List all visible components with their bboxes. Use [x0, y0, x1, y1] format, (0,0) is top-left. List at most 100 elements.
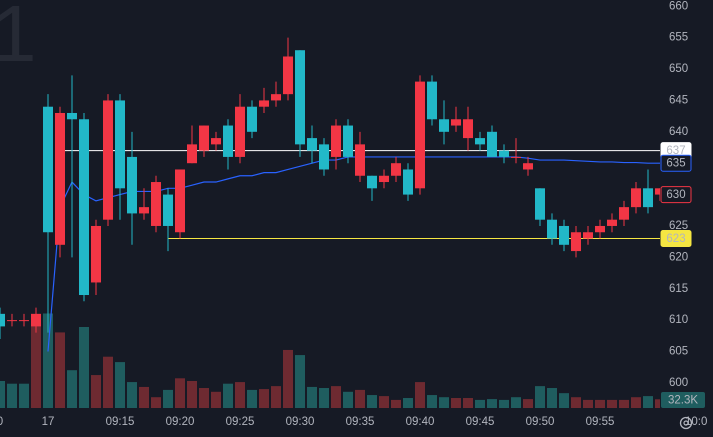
volume-bar — [247, 389, 257, 408]
volume-bar — [175, 378, 185, 408]
candle-body — [595, 225, 605, 233]
price-marker-label: 630 — [666, 189, 685, 201]
candle-body — [355, 144, 365, 176]
volume-bar — [523, 399, 533, 408]
candle-body — [223, 125, 233, 157]
candle-body — [7, 320, 17, 322]
candle-body — [367, 175, 377, 189]
x-tick-label: 17 — [42, 416, 55, 428]
candle-body — [439, 119, 449, 132]
candle-body — [31, 313, 41, 327]
candle-body — [403, 169, 413, 195]
candle-body — [187, 144, 197, 164]
candle-body — [487, 131, 497, 157]
volume-bar — [223, 383, 233, 408]
volume-bar — [427, 395, 437, 408]
plot-area — [0, 37, 665, 408]
settings-dot — [683, 420, 689, 426]
candle-body — [271, 94, 281, 101]
x-tick-label: 09:35 — [346, 416, 375, 428]
candle-body — [103, 100, 113, 220]
time-axis-panel — [0, 408, 713, 437]
volume-bar — [139, 386, 149, 408]
x-tick-label: 09:20 — [166, 416, 195, 428]
price-marker-box — [660, 154, 692, 172]
candle-body — [235, 106, 245, 157]
volume-bar — [211, 391, 221, 408]
candle-body — [379, 175, 389, 183]
volume-bar — [31, 314, 41, 408]
candle-body — [451, 119, 461, 126]
x-tick-label: 09:55 — [586, 416, 615, 428]
candle-body — [43, 106, 53, 233]
candle-body — [115, 100, 125, 189]
candle-body — [307, 138, 317, 151]
y-tick-label: 615 — [669, 283, 688, 295]
y-tick-label: 610 — [669, 314, 688, 326]
volume-bar — [595, 399, 605, 408]
volume-bar — [187, 381, 197, 408]
x-tick-label: 0 — [0, 416, 3, 428]
x-tick-label: 09:30 — [286, 416, 315, 428]
candle-body — [499, 150, 509, 157]
volume-bar — [235, 382, 245, 408]
price-marker-box — [660, 230, 692, 248]
price-axis-panel — [660, 0, 713, 437]
candle-body — [151, 182, 161, 226]
candle-body — [283, 56, 293, 95]
volume-bar — [451, 398, 461, 408]
volume-bar — [343, 391, 353, 408]
candle-body — [475, 138, 485, 145]
volume-bar — [367, 395, 377, 408]
price-marker-box — [660, 186, 692, 204]
volume-bar — [19, 383, 29, 408]
price-marker-label: 635 — [666, 158, 685, 170]
candle-body — [643, 188, 653, 208]
y-tick-label: 650 — [669, 63, 688, 75]
x-tick-label: 09:25 — [226, 416, 255, 428]
volume-bar — [379, 396, 389, 408]
volume-bar — [55, 332, 65, 408]
candle-body — [343, 125, 353, 157]
candle-body — [511, 156, 521, 158]
vwap-line — [47, 156, 660, 352]
x-tick-label: 09:45 — [466, 416, 495, 428]
candle-body — [91, 225, 101, 283]
candle-body — [331, 125, 341, 157]
volume-bar — [259, 389, 269, 408]
candle-body — [583, 232, 593, 239]
x-tick-label: 09:40 — [406, 416, 435, 428]
price-marker-label: 637 — [666, 145, 685, 157]
y-tick-label: 625 — [669, 220, 688, 232]
volume-bar — [115, 362, 125, 408]
candle-body — [175, 169, 185, 233]
volume-bar — [0, 381, 5, 408]
candle-body — [463, 119, 473, 139]
settings-icon[interactable] — [679, 416, 693, 430]
x-tick-label: 09:50 — [526, 416, 555, 428]
candle-body — [631, 188, 641, 208]
volume-bar — [547, 388, 557, 408]
candle-body — [0, 313, 5, 327]
volume-bar — [475, 399, 485, 408]
volume-bar — [619, 399, 629, 408]
volume-bar — [643, 396, 653, 408]
candle-body — [619, 207, 629, 220]
volume-marker-box — [661, 392, 705, 408]
volume-bar — [535, 386, 545, 408]
y-tick-label: 655 — [669, 32, 688, 44]
volume-bar — [127, 382, 137, 408]
candle-body — [559, 225, 569, 245]
y-tick-label: 620 — [669, 251, 688, 263]
price-marker-label: 623 — [666, 233, 685, 245]
volume-bar — [91, 375, 101, 408]
y-tick-label: 645 — [669, 94, 688, 106]
volume-bar — [571, 397, 581, 408]
volume-bar — [295, 355, 305, 408]
volume-bar — [79, 327, 89, 408]
candle-body — [571, 232, 581, 252]
volume-bar — [439, 397, 449, 408]
volume-bar — [355, 389, 365, 408]
candle-body — [199, 125, 209, 151]
